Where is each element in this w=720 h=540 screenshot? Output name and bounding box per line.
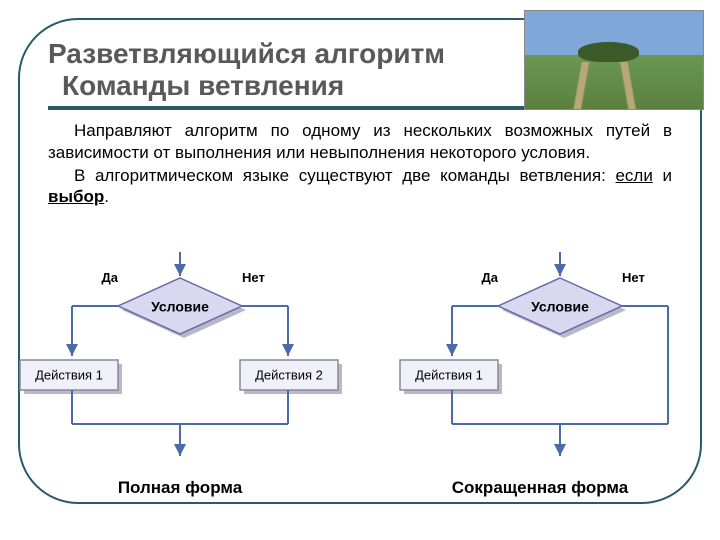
flowchart-full: Условие Да Нет Действия 1 Действия 2 Пол… [0, 252, 360, 502]
yes-label-r: Да [482, 270, 499, 285]
p2-pre: В алгоритмическом языке существуют две к… [74, 166, 615, 185]
caption-short: Сокращенная форма [360, 478, 720, 498]
no-label-r: Нет [622, 270, 645, 285]
action1-label: Действия 1 [35, 367, 103, 382]
p2-underline-1: если [615, 166, 652, 185]
p2-underline-2: выбор [48, 187, 104, 206]
no-label: Нет [242, 270, 265, 285]
condition-label: Условие [151, 299, 209, 315]
caption-full: Полная форма [0, 478, 360, 498]
flowchart-row: Условие Да Нет Действия 1 Действия 2 Пол… [0, 252, 720, 502]
action2-label: Действия 2 [255, 367, 323, 382]
condition-label-r: Условие [531, 299, 589, 315]
action1-label-r: Действия 1 [415, 367, 483, 382]
p2-post: . [104, 187, 109, 206]
paragraph-2: В алгоритмическом языке существуют две к… [48, 165, 672, 208]
p2-mid: и [653, 166, 672, 185]
yes-label: Да [102, 270, 119, 285]
decorative-photo [524, 10, 704, 110]
flowchart-short: Условие Да Нет Действия 1 Сокращенная фо… [360, 252, 720, 502]
paragraph-1: Направляют алгоритм по одному из несколь… [48, 120, 672, 163]
